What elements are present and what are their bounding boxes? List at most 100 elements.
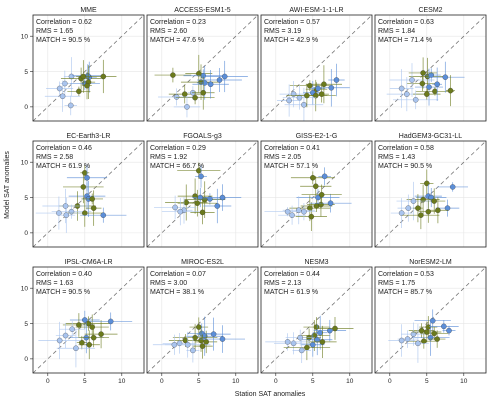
data-point bbox=[295, 207, 302, 214]
data-point bbox=[290, 340, 297, 347]
data-point bbox=[405, 205, 412, 211]
data-point bbox=[328, 85, 335, 91]
panel-frame bbox=[374, 266, 487, 374]
data-point bbox=[449, 184, 456, 190]
data-point bbox=[68, 73, 75, 80]
data-point bbox=[290, 91, 297, 97]
data-point bbox=[86, 341, 92, 348]
data-point bbox=[321, 81, 327, 88]
stat-label: Correlation = 0.29 bbox=[150, 145, 206, 152]
stat-label: MATCH = 42.9 % bbox=[264, 37, 318, 44]
data-point bbox=[442, 74, 449, 80]
data-point bbox=[314, 337, 320, 343]
stat-label: RMS = 1.84 bbox=[378, 28, 415, 35]
data-point bbox=[62, 203, 69, 209]
panel-frame bbox=[260, 14, 373, 122]
stat-label: MATCH = 71.4 % bbox=[378, 37, 432, 44]
stat-label: MATCH = 57.1 % bbox=[264, 163, 318, 170]
data-point bbox=[310, 341, 316, 348]
stat-label: Correlation = 0.62 bbox=[36, 19, 92, 26]
panel-frame bbox=[374, 14, 487, 122]
data-point bbox=[79, 339, 85, 346]
y-tick-label: 10 bbox=[21, 286, 29, 293]
stat-label: RMS = 2.60 bbox=[150, 28, 187, 35]
data-point bbox=[219, 194, 226, 201]
data-point bbox=[308, 213, 315, 220]
data-point bbox=[301, 101, 307, 108]
data-point bbox=[90, 334, 97, 341]
data-point bbox=[429, 317, 436, 324]
panel-title: IPSL-CM6A-LR bbox=[64, 259, 112, 266]
data-point bbox=[418, 327, 425, 334]
y-tick-label: 0 bbox=[24, 356, 28, 363]
panel: IPSL-CM6A-LR Correlation = 0.40 RMS = 1.63… bbox=[21, 259, 145, 385]
stat-label: Correlation = 0.41 bbox=[264, 145, 320, 152]
data-point bbox=[207, 81, 214, 88]
one-to-one-line bbox=[146, 140, 259, 248]
data-point bbox=[444, 205, 451, 211]
data-point bbox=[431, 198, 437, 204]
data-point bbox=[56, 85, 63, 92]
data-point bbox=[192, 334, 198, 341]
stat-label: MATCH = 47.6 % bbox=[150, 37, 204, 44]
one-to-one-line bbox=[374, 140, 487, 248]
data-point bbox=[424, 91, 430, 97]
data-point bbox=[194, 200, 201, 206]
panel-frame bbox=[146, 140, 259, 248]
data-point bbox=[84, 82, 90, 89]
data-point bbox=[171, 341, 178, 348]
panel-title: HadGEM3-GC31-LL bbox=[399, 133, 463, 140]
data-point bbox=[446, 327, 452, 334]
data-point bbox=[59, 93, 66, 100]
data-point bbox=[216, 77, 223, 83]
panel-frame bbox=[374, 140, 487, 248]
data-point bbox=[62, 332, 69, 339]
data-point bbox=[301, 208, 307, 215]
data-point bbox=[431, 330, 437, 337]
data-point bbox=[434, 336, 440, 342]
one-to-one-line bbox=[32, 14, 145, 122]
panel: HadGEM3-GC31-LL Correlation = 0.58 RMS = 1… bbox=[374, 133, 487, 248]
data-point bbox=[428, 72, 434, 78]
stat-label: Correlation = 0.23 bbox=[150, 19, 206, 26]
panel-title: MME bbox=[80, 7, 97, 14]
stat-label: MATCH = 85.7 % bbox=[378, 289, 432, 296]
y-tick-label: 0 bbox=[24, 104, 28, 111]
data-point bbox=[82, 210, 88, 216]
data-point bbox=[199, 343, 206, 349]
data-point bbox=[190, 347, 196, 354]
data-point bbox=[410, 331, 417, 337]
panel-frame bbox=[32, 266, 145, 374]
panel-title: CESM2 bbox=[418, 7, 442, 14]
data-point bbox=[68, 208, 75, 215]
panel-title: NESM3 bbox=[304, 259, 328, 266]
data-point bbox=[434, 81, 440, 88]
stat-label: RMS = 2.58 bbox=[36, 154, 73, 161]
data-point bbox=[432, 88, 438, 95]
one-to-one-line bbox=[32, 266, 145, 374]
one-to-one-line bbox=[146, 14, 259, 122]
data-point bbox=[214, 203, 221, 209]
x-tick-label: 5 bbox=[197, 378, 201, 385]
y-tick-label: 5 bbox=[24, 69, 28, 76]
stat-label: Correlation = 0.63 bbox=[378, 19, 434, 26]
data-point bbox=[198, 173, 204, 180]
stat-label: Correlation = 0.58 bbox=[378, 145, 434, 152]
data-point bbox=[318, 191, 325, 198]
data-point bbox=[415, 340, 421, 347]
stat-label: RMS = 1.65 bbox=[36, 28, 73, 35]
stat-label: MATCH = 90.5 % bbox=[36, 37, 90, 44]
stat-label: RMS = 2.05 bbox=[264, 154, 301, 161]
data-point bbox=[447, 87, 454, 94]
data-point bbox=[409, 77, 415, 83]
data-point bbox=[199, 209, 206, 216]
data-point bbox=[196, 70, 202, 77]
data-point bbox=[173, 94, 180, 100]
one-to-one-line bbox=[260, 14, 373, 122]
data-point bbox=[420, 196, 426, 203]
data-point bbox=[177, 208, 184, 215]
x-tick-label: 10 bbox=[118, 378, 126, 385]
data-point bbox=[67, 102, 74, 109]
stat-label: Correlation = 0.46 bbox=[36, 145, 92, 152]
